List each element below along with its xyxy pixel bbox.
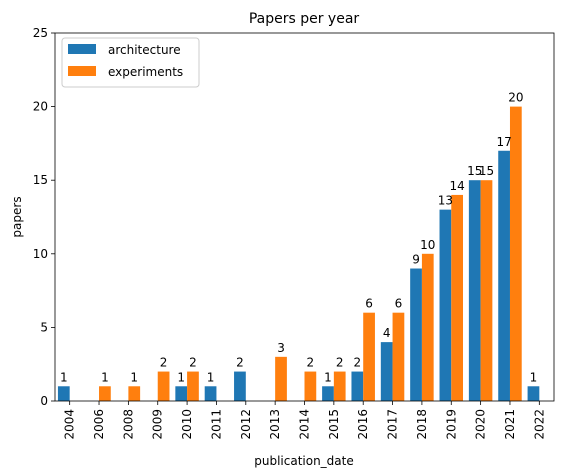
y-tick-label: 15 bbox=[33, 173, 48, 187]
x-tick-label-2015: 2015 bbox=[327, 409, 341, 440]
bar-experiments-2014 bbox=[304, 371, 317, 401]
bar-label-experiments-2020: 15 bbox=[479, 164, 494, 178]
bar-experiments-2016 bbox=[363, 312, 375, 401]
bar-label-architecture-2020: 15 bbox=[467, 164, 482, 178]
bar-label-architecture-2017: 4 bbox=[383, 326, 391, 340]
x-axis: 2004 2006 2008 2009 2010 2011 2012 2013 2014 2015… bbox=[63, 401, 546, 440]
x-tick-label-2013: 2013 bbox=[268, 409, 282, 440]
bar-architecture-2011 bbox=[204, 386, 217, 401]
x-tick-label-2021: 2021 bbox=[503, 409, 517, 440]
bar-label-experiments-2010: 2 bbox=[189, 356, 197, 370]
x-tick-label-2017: 2017 bbox=[386, 409, 400, 440]
bar-architecture-2012 bbox=[234, 371, 246, 401]
bar-experiments-2017 bbox=[392, 312, 405, 401]
bar-label-architecture-2021: 17 bbox=[496, 135, 511, 149]
bar-label-experiments-2013: 3 bbox=[277, 341, 285, 355]
x-tick-label-2006: 2006 bbox=[92, 409, 106, 440]
bar-label-experiments-2016: 6 bbox=[365, 297, 373, 311]
bar-label-architecture-2010: 1 bbox=[177, 370, 185, 384]
bar-architecture-2020 bbox=[468, 180, 481, 401]
y-tick-label: 10 bbox=[33, 247, 48, 261]
bar-label-experiments-2009: 2 bbox=[160, 356, 168, 370]
bar-label-architecture-2015: 1 bbox=[324, 370, 332, 384]
y-tick-label: 20 bbox=[33, 100, 48, 114]
bar-label-experiments-2008: 1 bbox=[130, 370, 138, 384]
bar-architecture-2018 bbox=[410, 268, 422, 401]
bar-experiments-2009 bbox=[157, 371, 170, 401]
x-tick-label-2008: 2008 bbox=[121, 409, 135, 440]
bar-experiments-2021 bbox=[509, 106, 522, 401]
bar-label-architecture-2019: 13 bbox=[438, 194, 453, 208]
bar-label-experiments-2006: 1 bbox=[101, 370, 109, 384]
bar-architecture-2015 bbox=[322, 386, 334, 401]
x-tick-label-2019: 2019 bbox=[444, 409, 458, 440]
bar-label-experiments-2021: 20 bbox=[508, 91, 523, 105]
y-tick-label: 5 bbox=[40, 320, 48, 334]
bar-label-architecture-2018: 9 bbox=[412, 253, 420, 267]
x-tick-label-2009: 2009 bbox=[151, 409, 165, 440]
y-tick-label: 0 bbox=[40, 394, 48, 408]
bar-experiments-2020 bbox=[480, 180, 493, 401]
y-axis-label: papers bbox=[10, 196, 24, 237]
bar-label-architecture-2022: 1 bbox=[530, 370, 538, 384]
bar-architecture-2022 bbox=[527, 386, 540, 401]
bar-label-architecture-2016: 2 bbox=[354, 356, 362, 370]
bars-group bbox=[57, 106, 540, 401]
bar-label-experiments-2017: 6 bbox=[395, 297, 403, 311]
bar-experiments-2008 bbox=[128, 386, 141, 401]
y-tick-label: 25 bbox=[33, 26, 48, 40]
x-tick-label-2012: 2012 bbox=[239, 409, 253, 440]
legend: architecture experiments bbox=[61, 37, 200, 88]
bar-experiments-2019 bbox=[451, 194, 464, 401]
legend-label-architecture: architecture bbox=[108, 43, 181, 57]
x-tick-label-2010: 2010 bbox=[180, 409, 194, 440]
bar-experiments-2015 bbox=[333, 371, 346, 401]
legend-label-experiments: experiments bbox=[108, 65, 183, 79]
chart-title: Papers per year bbox=[249, 11, 360, 27]
bar-label-architecture-2011: 1 bbox=[207, 370, 215, 384]
x-tick-label-2022: 2022 bbox=[532, 409, 546, 440]
bar-architecture-2016 bbox=[351, 371, 364, 401]
bar-experiments-2018 bbox=[421, 253, 434, 401]
bar-architecture-2017 bbox=[380, 342, 393, 401]
plot-frame bbox=[54, 32, 555, 402]
x-tick-label-2020: 2020 bbox=[474, 409, 488, 440]
x-tick-label-2014: 2014 bbox=[298, 409, 312, 440]
bar-experiments-2010 bbox=[187, 371, 199, 401]
y-axis: 0 5 10 15 20 25 bbox=[33, 26, 55, 408]
bar-label-experiments-2014: 2 bbox=[307, 356, 315, 370]
bar-label-experiments-2019: 14 bbox=[449, 179, 464, 193]
legend-swatch-experiments bbox=[68, 66, 96, 76]
bar-architecture-2019 bbox=[439, 209, 452, 401]
x-tick-label-2018: 2018 bbox=[415, 409, 429, 440]
bar-label-architecture-2004: 1 bbox=[60, 370, 68, 384]
bar-architecture-2010 bbox=[175, 386, 188, 401]
bar-architecture-2004 bbox=[57, 386, 70, 401]
bar-experiments-2013 bbox=[275, 356, 287, 401]
legend-swatch-architecture bbox=[68, 44, 96, 54]
bar-label-experiments-2015: 2 bbox=[336, 356, 344, 370]
bar-experiments-2006 bbox=[99, 386, 111, 401]
x-tick-label-2004: 2004 bbox=[63, 409, 77, 440]
bar-architecture-2021 bbox=[498, 150, 510, 401]
x-tick-label-2016: 2016 bbox=[356, 409, 370, 440]
x-tick-label-2011: 2011 bbox=[209, 409, 223, 440]
legend-frame bbox=[61, 37, 200, 88]
x-axis-label: publication_date bbox=[254, 454, 354, 468]
bar-label-experiments-2018: 10 bbox=[420, 238, 435, 252]
bar-label-architecture-2012: 2 bbox=[236, 356, 244, 370]
